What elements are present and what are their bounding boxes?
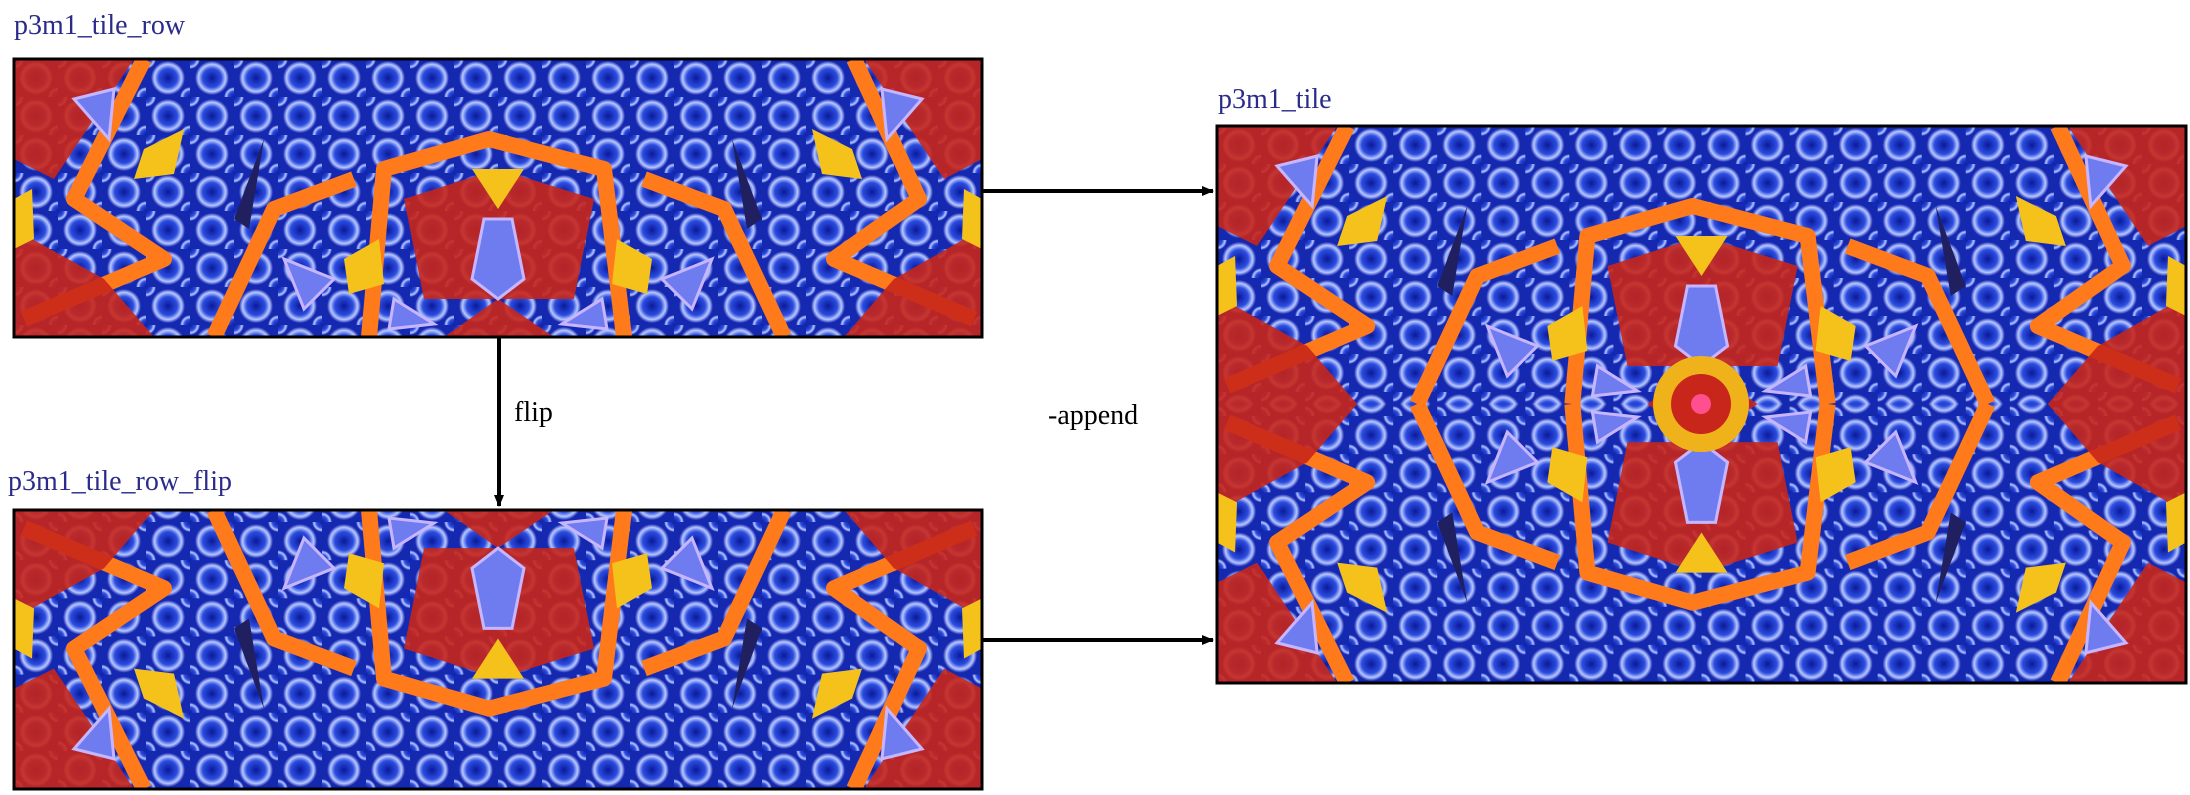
- image-row-flip: [14, 510, 982, 789]
- node-label: p3m1_tile_row_flip: [8, 466, 232, 497]
- image-row: [14, 59, 982, 337]
- edge-label: -append: [1048, 400, 1138, 431]
- node-label: p3m1_tile_row: [14, 10, 186, 41]
- edge-label: flip: [514, 397, 553, 428]
- image-tile: [1217, 126, 2186, 683]
- node-label: p3m1_tile: [1218, 84, 1332, 115]
- diagram: p3m1_tile_row p3m1_tile_row_flip p3m1_ti…: [0, 0, 2190, 795]
